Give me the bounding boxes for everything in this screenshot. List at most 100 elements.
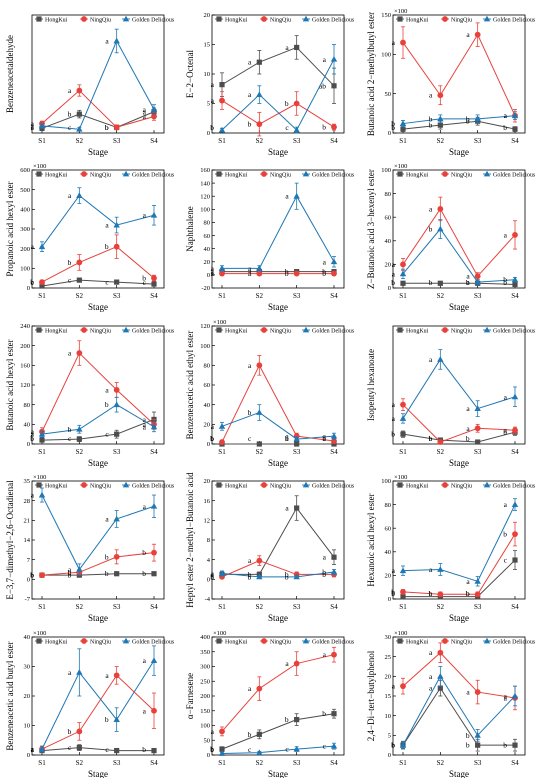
data-point	[400, 431, 406, 437]
significance-letter: a	[285, 432, 289, 441]
significance-letter: a	[429, 91, 433, 100]
y-tick-label: 60	[385, 214, 392, 221]
data-point	[218, 423, 226, 429]
legend-label: NingQiu	[270, 17, 291, 23]
significance-letter: a	[285, 434, 289, 443]
y-tick-label: 40	[204, 246, 211, 253]
data-point	[330, 568, 338, 575]
legend-marker	[216, 16, 222, 22]
data-point	[474, 578, 481, 584]
data-point	[437, 566, 444, 572]
significance-letter: a	[248, 58, 252, 67]
data-point	[474, 425, 481, 432]
data-point	[38, 122, 46, 129]
data-point	[151, 747, 157, 754]
data-point	[218, 265, 226, 271]
significance-letter: c	[68, 743, 72, 752]
legend: HongKui NingQiu Golden Delicious	[215, 481, 355, 489]
data-point	[512, 531, 518, 537]
data-point	[400, 280, 406, 286]
legend-marker	[216, 171, 222, 177]
significance-letter: b	[30, 278, 34, 287]
legend-marker	[261, 327, 267, 333]
x-tick-label: S1	[218, 292, 226, 300]
data-point	[511, 501, 519, 507]
data-point	[474, 689, 481, 695]
data-point	[151, 275, 157, 282]
series-line	[402, 431, 516, 443]
series-line	[402, 33, 516, 116]
x-tick-label: S2	[76, 137, 84, 145]
data-point	[294, 441, 300, 447]
significance-letter: a	[285, 43, 289, 52]
data-point	[256, 749, 263, 756]
series-line	[222, 195, 335, 269]
data-point	[294, 717, 300, 723]
significance-letter: a	[31, 491, 35, 500]
x-tick-label: S1	[38, 448, 46, 456]
legend-marker	[122, 637, 130, 644]
x-tick-label: S3	[293, 137, 301, 145]
significance-letter: a	[248, 361, 252, 370]
significance-letter: a	[392, 269, 396, 278]
data-point	[219, 746, 225, 752]
series-line	[41, 111, 155, 129]
y-axis-label: Hexanoic acid hexyl ester	[366, 493, 376, 586]
x-tick-label: S2	[256, 448, 264, 456]
axis-multiplier: ×100	[213, 630, 226, 637]
x-axis-label: Stage	[268, 302, 288, 312]
series-line	[402, 358, 516, 419]
data-point	[256, 265, 263, 271]
y-tick-label: 60	[204, 382, 211, 389]
y-tick-label: 12	[204, 518, 211, 525]
data-point	[437, 122, 443, 128]
series-line	[41, 404, 155, 435]
series-line	[402, 228, 516, 283]
legend-label: Golden Delicious	[312, 328, 355, 334]
data-point	[474, 31, 481, 38]
legend-marker	[397, 327, 403, 333]
x-tick-label: S1	[399, 603, 407, 611]
x-axis-label: Stage	[88, 613, 108, 623]
legend-label: Golden Delicious	[493, 483, 536, 489]
significance-letter: a	[211, 569, 215, 578]
data-point	[437, 115, 444, 122]
y-tick-label: 600	[20, 167, 30, 174]
significance-letter: a	[466, 278, 470, 287]
data-point	[113, 515, 120, 522]
y-tick-label: 4	[207, 557, 211, 564]
y-tick-label: 16	[204, 498, 211, 505]
data-point	[331, 441, 337, 447]
significance-letter: a	[143, 706, 147, 715]
x-axis-label: Stage	[88, 147, 108, 157]
legend-marker	[36, 482, 42, 488]
data-point	[437, 649, 444, 656]
data-point	[474, 115, 481, 122]
series-ningqiu: a b a a	[31, 666, 157, 754]
legend-marker	[261, 638, 267, 644]
axis-multiplier: ×100	[394, 630, 407, 637]
significance-letter: b	[142, 548, 146, 557]
legend-marker	[122, 15, 130, 22]
legend-label: NingQiu	[451, 17, 472, 23]
legend-label: Golden Delicious	[493, 328, 536, 334]
significance-letter: b	[322, 434, 326, 443]
significance-letter: a	[68, 86, 72, 95]
significance-letter: a	[143, 105, 147, 114]
y-tick-label: 100	[20, 266, 30, 273]
significance-letter: b	[466, 117, 470, 126]
panel-2: HongKui NingQiu Golden Delicious 0 5 10 15 20 S1…	[185, 12, 355, 157]
legend-marker	[442, 638, 448, 644]
data-point	[256, 573, 263, 580]
legend-label: HongKui	[225, 328, 248, 334]
significance-letter: a	[211, 570, 215, 579]
x-tick-label: S3	[113, 759, 121, 767]
legend-marker	[442, 16, 448, 22]
significance-letter: b	[466, 731, 470, 740]
y-tick-label: 20	[385, 573, 392, 580]
legend-label: HongKui	[45, 17, 68, 23]
axis-multiplier: ×100	[394, 8, 407, 15]
y-tick-label: 200	[200, 693, 210, 700]
significance-letter: a	[285, 659, 289, 668]
